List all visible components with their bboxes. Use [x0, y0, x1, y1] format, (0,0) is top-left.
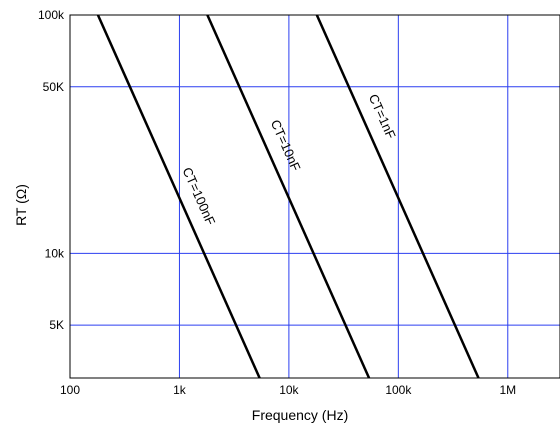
y-axis-label: RT (Ω): [13, 184, 29, 226]
x-tick-label: 10k: [279, 383, 299, 397]
y-tick-label: 100k: [38, 8, 65, 22]
x-tick-labels: 100 1k 10k 100k 1M: [60, 383, 516, 397]
x-tick-label: 100k: [385, 383, 412, 397]
x-tick-label: 1M: [499, 383, 516, 397]
series-line-0: [96, 14, 261, 379]
x-tick-label: 100: [60, 383, 80, 397]
x-tick-label: 1k: [173, 383, 187, 397]
y-tick-label: 10k: [45, 246, 65, 260]
plot-frame: [69, 14, 560, 379]
grid-lines: [70, 15, 560, 378]
series-lines: [96, 14, 480, 379]
series-line-1: [206, 14, 371, 379]
series-label-0: CT=100nF: [180, 165, 219, 228]
series-line-2: [315, 14, 480, 379]
y-tick-label: 50K: [43, 80, 64, 94]
x-axis-label: Frequency (Hz): [252, 407, 348, 423]
y-tick-labels: 5K 10k 50K 100k: [38, 8, 65, 332]
y-tick-label: 5K: [49, 318, 64, 332]
